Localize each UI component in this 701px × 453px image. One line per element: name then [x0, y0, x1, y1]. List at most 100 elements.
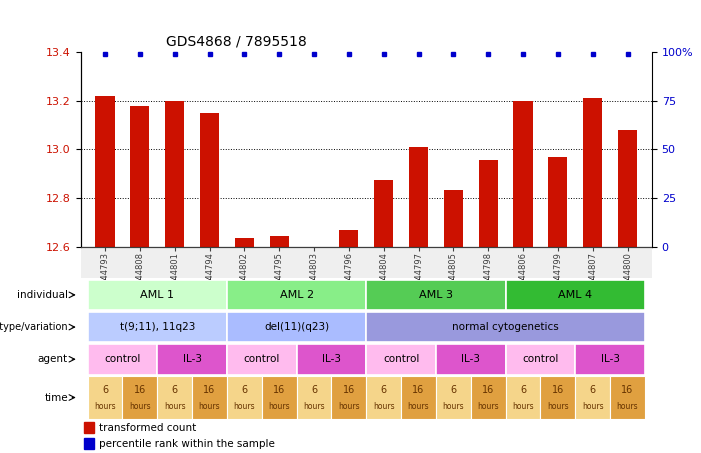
Text: 16: 16	[412, 385, 425, 395]
Bar	[505, 280, 645, 310]
Bar	[270, 236, 289, 247]
Text: hours: hours	[198, 402, 220, 411]
Text: genotype/variation: genotype/variation	[0, 322, 68, 332]
Text: time: time	[44, 392, 68, 403]
Bar	[479, 160, 498, 247]
Text: hours: hours	[477, 402, 499, 411]
Bar	[227, 376, 261, 419]
Bar	[192, 376, 227, 419]
Text: control: control	[383, 354, 419, 364]
Bar	[165, 101, 184, 247]
Text: normal cytogenetics: normal cytogenetics	[452, 322, 559, 332]
Bar	[610, 376, 645, 419]
Bar	[157, 344, 227, 375]
Bar	[235, 238, 254, 247]
Text: transformed count: transformed count	[100, 423, 197, 433]
Text: 16: 16	[134, 385, 146, 395]
Text: hours: hours	[408, 402, 429, 411]
Bar	[583, 98, 602, 247]
Text: IL-3: IL-3	[601, 354, 620, 364]
Text: 16: 16	[273, 385, 285, 395]
Bar	[88, 312, 227, 342]
Text: del(11)(q23): del(11)(q23)	[264, 322, 329, 332]
Text: 6: 6	[172, 385, 178, 395]
Bar	[200, 113, 219, 247]
Text: t(9;11), 11q23: t(9;11), 11q23	[120, 322, 195, 332]
Text: 6: 6	[311, 385, 317, 395]
Text: AML 2: AML 2	[280, 290, 313, 300]
Text: hours: hours	[233, 402, 255, 411]
Bar	[436, 376, 471, 419]
Text: hours: hours	[373, 402, 395, 411]
Bar	[95, 96, 114, 247]
Text: individual: individual	[17, 290, 68, 300]
Bar	[339, 230, 358, 247]
Text: control: control	[243, 354, 280, 364]
Text: IL-3: IL-3	[461, 354, 480, 364]
Text: 6: 6	[102, 385, 108, 395]
Text: IL-3: IL-3	[182, 354, 202, 364]
Bar	[505, 344, 576, 375]
Bar	[84, 438, 95, 449]
Text: hours: hours	[94, 402, 116, 411]
Bar	[157, 376, 192, 419]
Bar	[367, 376, 401, 419]
Text: AML 1: AML 1	[140, 290, 175, 300]
Bar	[123, 376, 157, 419]
Bar	[261, 376, 297, 419]
Bar	[332, 376, 366, 419]
Text: AML 4: AML 4	[558, 290, 592, 300]
Bar	[513, 101, 533, 247]
Text: 16: 16	[621, 385, 634, 395]
Text: hours: hours	[268, 402, 290, 411]
Bar	[367, 312, 645, 342]
Bar	[618, 130, 637, 247]
Bar	[227, 312, 367, 342]
Text: IL-3: IL-3	[322, 354, 341, 364]
Bar	[88, 280, 227, 310]
Text: control: control	[104, 354, 141, 364]
Bar	[297, 376, 332, 419]
Text: control: control	[522, 354, 559, 364]
Text: hours: hours	[304, 402, 325, 411]
Bar	[576, 344, 645, 375]
Bar	[576, 376, 610, 419]
Bar	[548, 157, 567, 247]
Bar	[374, 180, 393, 247]
Bar	[409, 147, 428, 247]
Bar	[505, 376, 540, 419]
Text: AML 3: AML 3	[419, 290, 453, 300]
Text: hours: hours	[129, 402, 151, 411]
Bar	[88, 344, 157, 375]
Bar	[401, 376, 436, 419]
Text: GDS4868 / 7895518: GDS4868 / 7895518	[166, 34, 307, 48]
Text: 6: 6	[520, 385, 526, 395]
Text: hours: hours	[512, 402, 534, 411]
Text: 16: 16	[552, 385, 564, 395]
Text: 6: 6	[450, 385, 456, 395]
Bar	[297, 344, 366, 375]
Bar	[130, 106, 149, 247]
Text: hours: hours	[442, 402, 464, 411]
Text: 6: 6	[590, 385, 596, 395]
Text: agent: agent	[38, 354, 68, 364]
Bar	[367, 280, 505, 310]
Bar	[84, 422, 95, 433]
Text: 16: 16	[203, 385, 216, 395]
Bar	[227, 280, 367, 310]
Text: 6: 6	[241, 385, 247, 395]
Text: hours: hours	[582, 402, 604, 411]
Bar	[227, 344, 297, 375]
Text: 6: 6	[381, 385, 387, 395]
Bar	[436, 344, 505, 375]
Text: hours: hours	[547, 402, 569, 411]
Text: hours: hours	[164, 402, 186, 411]
Text: percentile rank within the sample: percentile rank within the sample	[100, 439, 275, 449]
Text: hours: hours	[338, 402, 360, 411]
Text: 16: 16	[482, 385, 494, 395]
Bar	[540, 376, 576, 419]
Bar	[444, 190, 463, 247]
Text: hours: hours	[617, 402, 639, 411]
Bar	[367, 344, 436, 375]
Bar	[88, 376, 123, 419]
